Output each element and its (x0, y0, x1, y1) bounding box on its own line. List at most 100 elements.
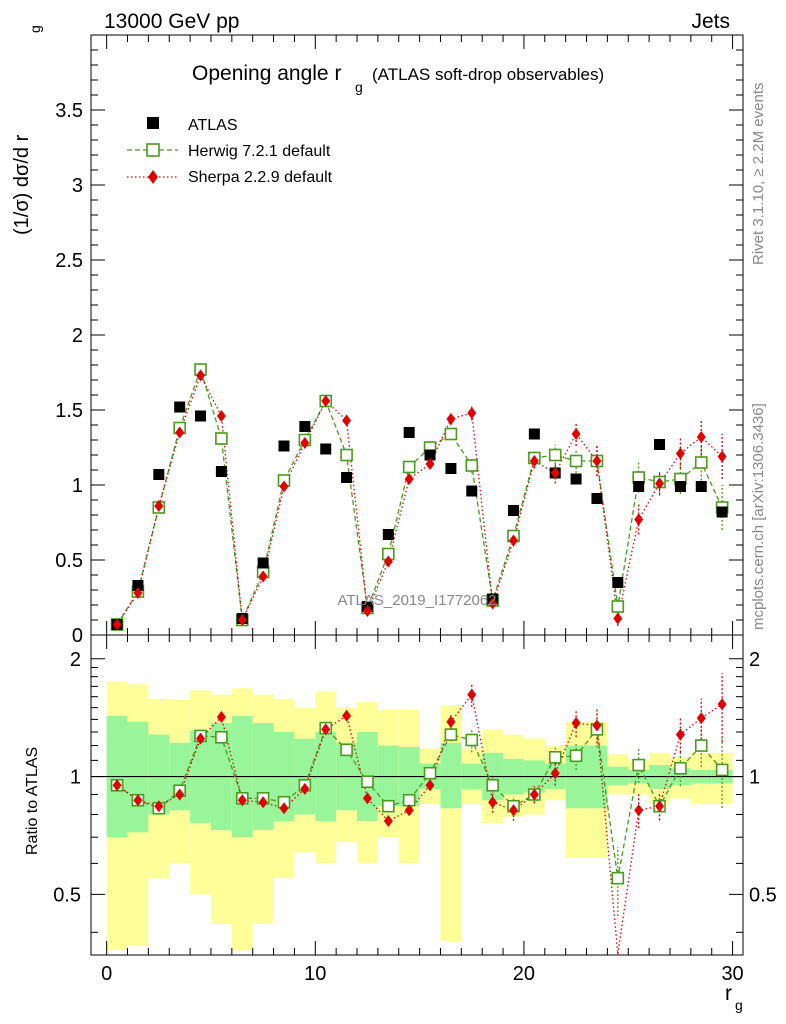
sherpa-point (508, 534, 518, 547)
legend-item-atlas: ATLAS (147, 117, 238, 134)
atlas-point (278, 440, 290, 452)
sherpa-point (300, 437, 310, 449)
legend-item-sherpa: Sherpa 2.2.9 default (127, 169, 333, 186)
ratio-sherpa-point (508, 804, 518, 817)
main-ytick-labels: 0 0.5 1 1.5 2 2.5 3 3.5 (55, 100, 83, 647)
sherpa-point (383, 555, 393, 568)
herwig-point (465, 459, 479, 472)
ratio-sherpa-point (467, 688, 477, 701)
main-ylabel-text: (1/σ) dσ/d r (11, 134, 33, 235)
atlas-point (570, 473, 582, 485)
sherpa-point (634, 513, 644, 526)
ratio-herwig-point (694, 739, 708, 752)
ratio-herwig-point (423, 766, 437, 780)
atlas-point (215, 466, 227, 477)
sherpa-point (362, 605, 372, 617)
sherpa-point (446, 413, 456, 425)
legend-label-sherpa: Sherpa 2.2.9 default (188, 169, 333, 186)
ratio-sherpa-point (717, 698, 727, 711)
sherpa-point (655, 477, 665, 490)
main-ytick-label: 0.5 (55, 550, 83, 572)
main-ytick-label: 0 (72, 625, 83, 647)
energy-label: 13000 GeV pp (104, 10, 239, 33)
ratio-sherpa-point (425, 779, 435, 792)
ratio-sherpa-point (488, 796, 498, 809)
atlas-point (633, 481, 645, 492)
ratio-sherpa-point (321, 723, 331, 736)
ratio-sherpa-point (362, 792, 372, 805)
sherpa-point (133, 587, 143, 599)
sherpa-line (116, 373, 723, 625)
chart-title-suffix: (ATLAS soft-drop observables) (372, 65, 604, 84)
ratio-xtick-label: 30 (721, 963, 743, 985)
ratio-herwig-point (215, 730, 228, 744)
atlas-point (382, 529, 394, 540)
atlas-point (612, 577, 624, 588)
sherpa-point (696, 431, 706, 443)
herwig-point (340, 448, 353, 462)
ratio-herwig-point (548, 751, 562, 764)
atlas-point (257, 557, 269, 569)
ratio-ytick-label-right: 1 (749, 767, 760, 789)
ratio-herwig-point (444, 728, 458, 741)
ratio-sherpa-point (634, 804, 644, 817)
sherpa-point (321, 395, 331, 407)
ratio-herwig-point (569, 749, 583, 763)
main-ytick-label: 3 (72, 175, 83, 197)
ratio-sherpa-point (237, 794, 247, 807)
herwig-point (548, 448, 562, 462)
ratio-sherpa-point (529, 788, 539, 801)
ratio-herwig-line (116, 726, 723, 879)
ratio-band-inner (377, 745, 399, 807)
atlas-point (695, 481, 707, 492)
atlas-point (174, 401, 186, 413)
ratio-ytick-label-right: 2 (749, 649, 760, 671)
ratio-herwig-point (361, 775, 374, 789)
atlas-point (153, 469, 165, 480)
ratio-sherpa-point (133, 794, 143, 807)
legend-marker-atlas (147, 117, 159, 129)
atlas-point (195, 410, 207, 422)
ratio-sherpa-point (112, 779, 122, 792)
chart-title-main: Opening angle r (192, 62, 341, 85)
ratio-sherpa-point (154, 800, 164, 813)
herwig-point (402, 460, 416, 474)
ratio-frame (90, 634, 744, 956)
ratio-herwig-point (715, 763, 729, 777)
legend-label-herwig: Herwig 7.2.1 default (188, 143, 331, 160)
ratio-sherpa-point (216, 710, 226, 723)
legend-label-atlas: ATLAS (188, 117, 238, 134)
legend-marker-sherpa (148, 170, 158, 184)
sherpa-point (467, 407, 477, 419)
sherpa-point (154, 500, 164, 512)
sherpa-point (342, 414, 352, 427)
main-tick-layer (91, 35, 743, 636)
ratio-ytick-label: 1 (70, 767, 81, 789)
atlas-point (445, 463, 457, 474)
atlas-point (403, 427, 415, 438)
sherpa-point (571, 428, 581, 440)
ratio-xlabel-text: r (725, 982, 732, 1005)
ratio-ytick-label-right: 0.5 (749, 884, 777, 906)
ratio-xtick-label: 10 (304, 963, 326, 985)
ratio-herwig-point (382, 799, 395, 813)
sherpa-point (613, 612, 623, 625)
sherpa-point (237, 614, 247, 626)
ratio-herwig-point (486, 778, 499, 792)
main-ylabel-subscript: g (27, 25, 43, 33)
ratio-sherpa-point (258, 796, 268, 809)
atlas-point (299, 421, 311, 432)
ratio-sherpa-point (300, 782, 310, 795)
atlas-point (654, 439, 666, 450)
atlas-point (466, 485, 478, 497)
main-ytick-label: 1.5 (55, 400, 83, 422)
herwig-point (215, 432, 228, 445)
atlas-point (341, 472, 353, 483)
ratio-sherpa-point (342, 709, 352, 722)
atlas-point (132, 580, 144, 591)
ratio-herwig-point (465, 733, 479, 747)
ratio-herwig-point (611, 871, 625, 885)
sherpa-point (488, 597, 498, 610)
ratio-xtick-label: 0 (101, 963, 112, 985)
